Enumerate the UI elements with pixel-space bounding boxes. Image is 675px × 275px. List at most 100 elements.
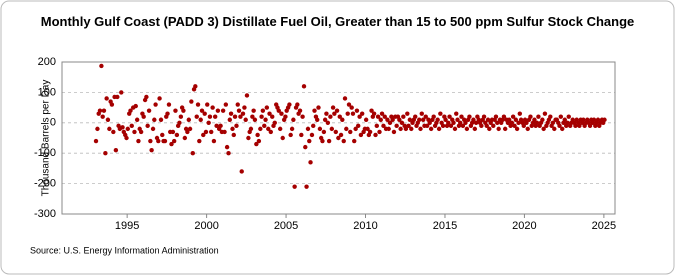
point [145, 123, 150, 129]
point [320, 138, 325, 144]
point [484, 123, 489, 129]
point [581, 117, 586, 122]
point [276, 108, 281, 113]
point [591, 117, 597, 122]
point [423, 114, 428, 119]
point [279, 111, 284, 116]
point [177, 120, 182, 126]
point [266, 126, 271, 132]
point [550, 120, 556, 126]
point [207, 114, 213, 119]
point [158, 117, 164, 122]
point [292, 184, 297, 189]
point [119, 90, 124, 95]
point [186, 117, 192, 122]
point [417, 117, 422, 122]
point [371, 111, 377, 116]
point [363, 117, 369, 122]
point [390, 117, 395, 122]
point [125, 126, 130, 132]
point [328, 114, 333, 119]
point [397, 117, 402, 122]
point [174, 132, 180, 138]
point [516, 120, 521, 126]
point [169, 141, 174, 147]
point [224, 144, 230, 150]
point [399, 120, 405, 126]
point [232, 114, 238, 119]
y-tick-label: -200 [34, 178, 56, 190]
point [209, 129, 214, 135]
point [203, 129, 209, 135]
point [101, 108, 107, 113]
point [165, 111, 170, 116]
y-tick-label: 0 [50, 117, 56, 129]
point [334, 108, 340, 113]
point [250, 114, 255, 119]
point [173, 108, 178, 113]
point [385, 117, 390, 122]
point [195, 102, 201, 107]
point [496, 126, 501, 132]
point [512, 123, 517, 129]
point [473, 120, 479, 126]
point [405, 111, 410, 116]
point [234, 123, 239, 129]
point [146, 108, 152, 113]
point [317, 126, 323, 132]
point [359, 111, 365, 116]
point [471, 117, 476, 122]
point [562, 117, 567, 122]
point [324, 111, 329, 116]
point [341, 138, 346, 144]
point [128, 108, 133, 113]
point [277, 126, 283, 132]
point [573, 123, 578, 129]
point [440, 123, 446, 129]
point [199, 108, 205, 113]
point [240, 111, 246, 116]
point [373, 132, 378, 138]
point [152, 117, 157, 122]
point [329, 126, 335, 132]
point [521, 123, 526, 129]
point [510, 114, 516, 119]
point [587, 123, 593, 129]
point [218, 123, 223, 129]
x-tick-label: 2005 [274, 220, 298, 232]
point [194, 114, 199, 119]
point [254, 141, 259, 147]
point [458, 120, 463, 126]
point [330, 105, 336, 110]
point [189, 99, 194, 104]
point [451, 120, 456, 126]
point [436, 126, 442, 132]
point [214, 123, 219, 129]
point [312, 108, 317, 113]
point [566, 114, 571, 119]
point [336, 135, 341, 141]
point [346, 102, 352, 107]
point [379, 111, 385, 116]
point [187, 126, 193, 132]
point [348, 129, 353, 135]
point [304, 184, 309, 189]
point [129, 123, 134, 129]
x-tick-label: 2000 [194, 220, 218, 232]
point [252, 117, 258, 122]
point [548, 114, 553, 119]
point [288, 132, 293, 138]
x-tick-label: 2015 [433, 220, 457, 232]
point [460, 123, 466, 129]
point [297, 108, 303, 113]
point [283, 114, 288, 119]
x-tick-label: 1995 [115, 220, 139, 232]
point [352, 138, 357, 144]
point [401, 114, 406, 119]
point [398, 126, 403, 132]
point [378, 117, 383, 122]
point [185, 129, 190, 135]
point [255, 132, 260, 138]
point [162, 138, 168, 144]
point [299, 132, 304, 138]
